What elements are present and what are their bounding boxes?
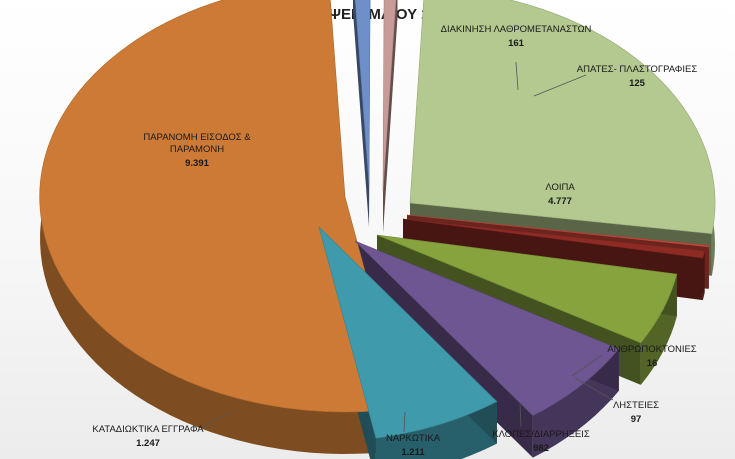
- slice-value-label: 16: [647, 358, 658, 369]
- slice-label: ΔΙΑΚΙΝΗΣΗ ΛΑΘΡΟΜΕΤΑΝΑΣΤΩΝ: [441, 24, 592, 35]
- pie-slice: [354, 0, 371, 186]
- slice-label: ΠΑΡΑΝΟΜΗ ΕΙΣΟΔΟΣ & ΠΑΡΑΜΟΝΗ: [143, 132, 251, 155]
- leader-line: [515, 61, 519, 91]
- pie-slice: [406, 214, 710, 248]
- slice-value-label: 125: [629, 78, 646, 89]
- pie-slice: [409, 0, 716, 235]
- leader-line: [403, 411, 406, 433]
- slice-value-label: 1.211: [401, 447, 425, 458]
- slice-label: ΚΑΤΑΔΙΩΚΤΙΚΑ ΕΓΓΡΑΦΑ: [92, 424, 204, 435]
- leader-line: [574, 377, 614, 401]
- leader-line: [202, 411, 233, 428]
- leader-line: [519, 403, 522, 428]
- slice-value-label: 97: [631, 414, 642, 425]
- leader-line: [533, 74, 587, 97]
- slice-value-label: 9.391: [185, 158, 209, 169]
- slice-label: ΛΗΣΤΕΙΕΣ: [613, 400, 659, 411]
- pie-slice: [376, 234, 678, 344]
- pie-slice: [382, 0, 397, 192]
- pie-slice: [402, 218, 705, 259]
- slice-label: ΑΠΑΤΕΣ- ΠΛΑΣΤΟΓΡΑΦΙΕΣ: [577, 64, 698, 75]
- pie-slice: [39, 0, 403, 413]
- slice-value-label: 1.247: [136, 438, 160, 449]
- pie-slice-wall: [353, 0, 369, 227]
- leader-line: [571, 354, 603, 377]
- slice-label: ΚΛΟΠΕΣ/ΔΙΑΡΡΗΞΕΙΣ: [492, 429, 590, 440]
- slice-label: ΑΝΘΡΩΠΟΚΤΟΝΙΕΣ: [607, 344, 696, 355]
- slice-value-label: 161: [508, 38, 525, 49]
- pie-slice-wall: [383, 0, 398, 233]
- slice-label: ΛΟΙΠΑ: [545, 182, 575, 193]
- pie-slice-side: [375, 401, 497, 459]
- pie-slice: [318, 226, 498, 439]
- slice-label: ΝΑΡΚΩΤΙΚΑ: [386, 433, 441, 444]
- slice-value-label: 982: [533, 443, 549, 454]
- pie-slice: [354, 240, 620, 416]
- slice-value-label: 4.777: [548, 196, 572, 207]
